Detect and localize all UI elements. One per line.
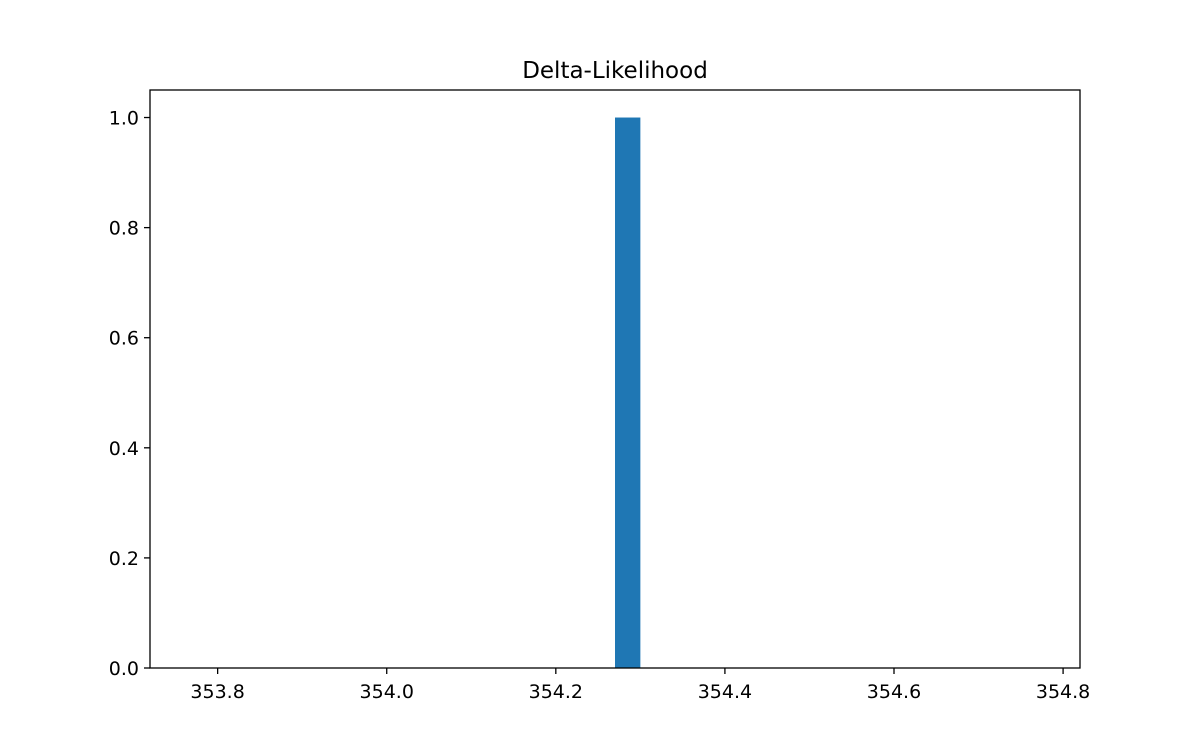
y-tick-label-4: 0.8: [109, 218, 139, 240]
plot-frame: [149, 89, 1081, 669]
x-axis: 353.8 354.0 354.2 354.4 354.6 354.8: [190, 668, 1090, 703]
x-tick-label-4: 354.6: [867, 681, 921, 703]
chart-title: Delta-Likelihood: [522, 58, 708, 84]
x-tick-label-0: 353.8: [190, 681, 244, 703]
y-axis: 0.0 0.2 0.4 0.6 0.8 1.0: [109, 108, 150, 680]
y-tick-label-5: 1.0: [109, 108, 139, 130]
x-tick-label-3: 354.4: [698, 681, 752, 703]
x-tick-label-1: 354.0: [360, 681, 414, 703]
y-tick-label-1: 0.2: [109, 548, 139, 570]
y-tick-label-3: 0.6: [109, 328, 139, 350]
histogram-bar-0: [615, 117, 641, 669]
bars-layer: [615, 117, 641, 669]
y-tick-label-2: 0.4: [109, 438, 139, 460]
x-tick-label-5: 354.8: [1036, 681, 1090, 703]
x-tick-label-2: 354.2: [529, 681, 583, 703]
y-tick-label-0: 0.0: [109, 658, 139, 680]
